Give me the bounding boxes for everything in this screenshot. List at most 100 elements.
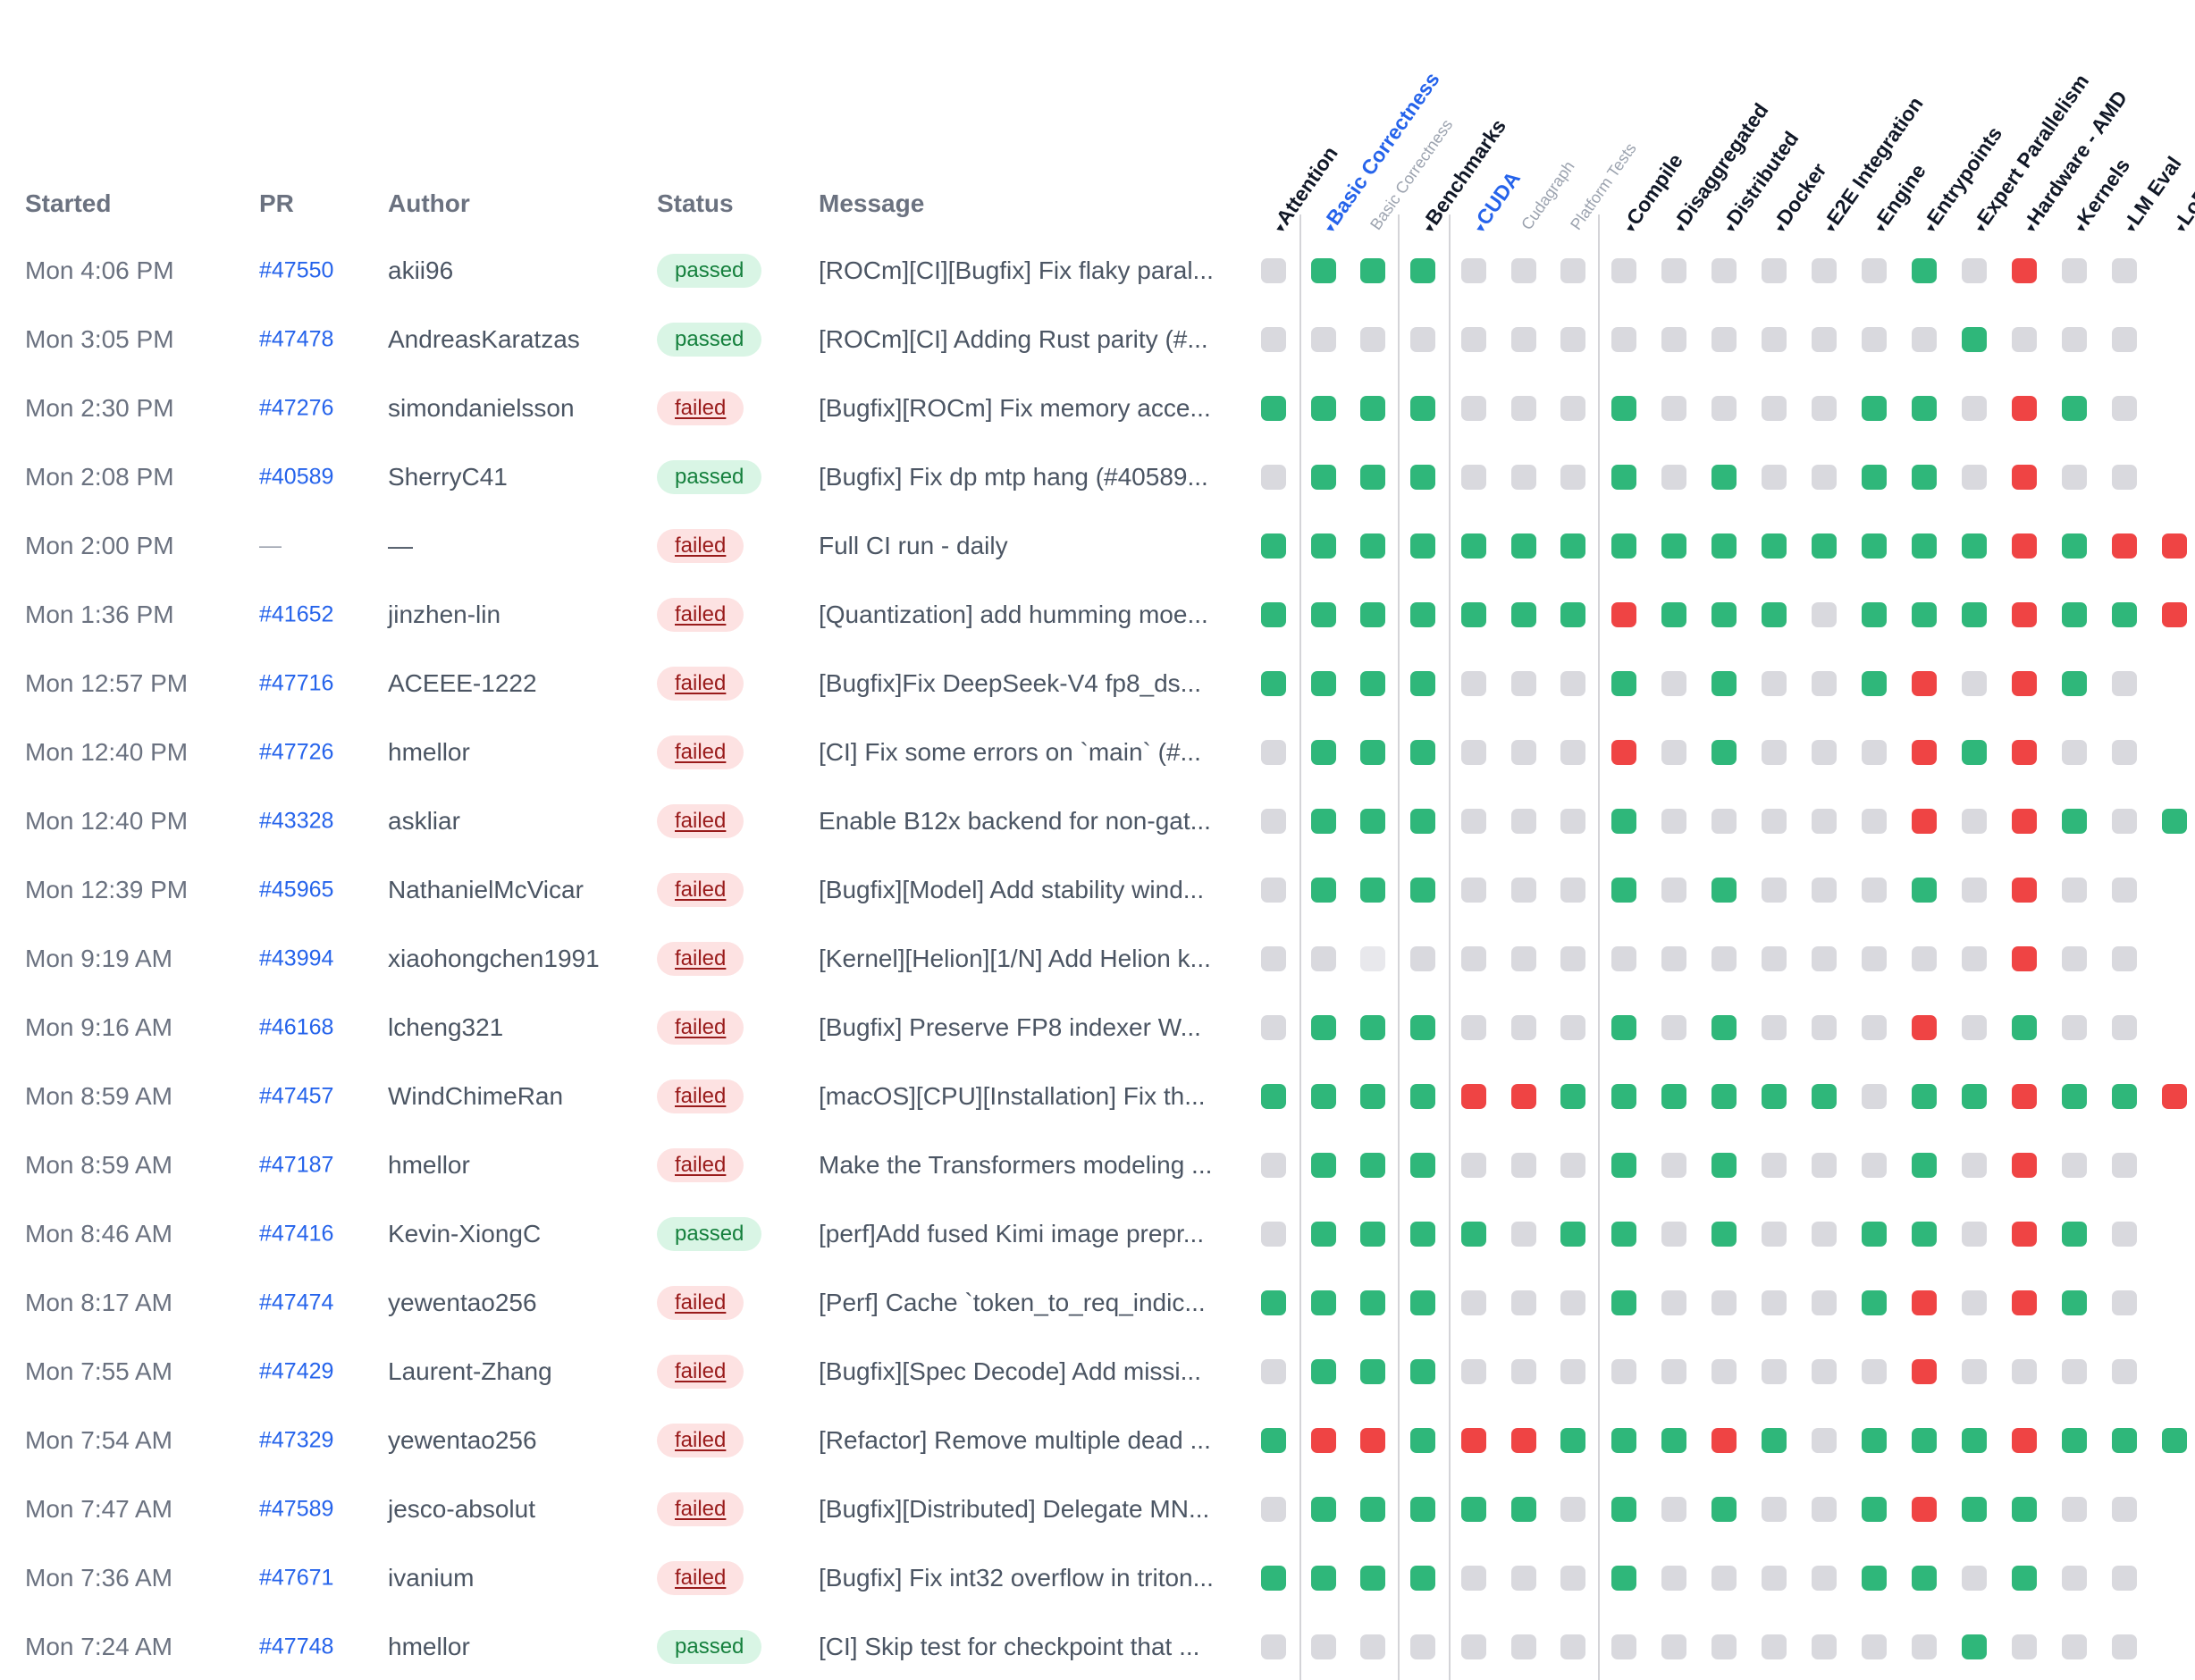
- job-status-cell[interactable]: [1511, 1015, 1536, 1040]
- job-status-cell[interactable]: [1360, 327, 1385, 352]
- job-status-cell[interactable]: [2162, 533, 2187, 559]
- job-status-cell[interactable]: [2112, 396, 2137, 421]
- status-badge[interactable]: failed: [657, 1079, 744, 1113]
- job-status-cell[interactable]: [2112, 740, 2137, 765]
- job-status-cell[interactable]: [2112, 1084, 2137, 1109]
- job-status-cell[interactable]: [1311, 533, 1336, 559]
- header-started[interactable]: Started: [25, 189, 112, 217]
- job-status-cell[interactable]: [1762, 1153, 1787, 1178]
- job-status-cell[interactable]: [1962, 1084, 1987, 1109]
- job-status-cell[interactable]: [2062, 602, 2087, 627]
- job-status-cell[interactable]: [1410, 1222, 1435, 1247]
- job-status-cell[interactable]: [1611, 258, 1636, 283]
- job-status-cell[interactable]: [1962, 327, 1987, 352]
- job-status-cell[interactable]: [1461, 1222, 1486, 1247]
- job-column-header[interactable]: ▾CUDA: [1468, 167, 1525, 235]
- job-status-cell[interactable]: [1812, 1084, 1837, 1109]
- job-status-cell[interactable]: [1912, 258, 1937, 283]
- job-status-cell[interactable]: [2062, 533, 2087, 559]
- row-pr-link[interactable]: #47474: [259, 1289, 334, 1315]
- job-status-cell[interactable]: [1661, 1359, 1686, 1384]
- job-status-cell[interactable]: [1711, 465, 1737, 490]
- job-status-cell[interactable]: [2112, 602, 2137, 627]
- job-status-cell[interactable]: [1762, 465, 1787, 490]
- job-status-cell[interactable]: [2012, 1566, 2037, 1591]
- job-status-cell[interactable]: [1461, 1084, 1486, 1109]
- job-status-cell[interactable]: [1410, 1634, 1435, 1659]
- header-status[interactable]: Status: [657, 189, 734, 217]
- job-status-cell[interactable]: [1261, 465, 1286, 490]
- job-status-cell[interactable]: [1611, 1359, 1636, 1384]
- job-status-cell[interactable]: [1511, 1497, 1536, 1522]
- job-status-cell[interactable]: [1711, 1290, 1737, 1315]
- job-status-cell[interactable]: [1560, 258, 1585, 283]
- job-status-cell[interactable]: [2062, 1222, 2087, 1247]
- job-status-cell[interactable]: [1862, 740, 1887, 765]
- job-status-cell[interactable]: [2062, 396, 2087, 421]
- job-status-cell[interactable]: [1812, 946, 1837, 971]
- job-status-cell[interactable]: [1812, 465, 1837, 490]
- job-status-cell[interactable]: [1661, 878, 1686, 903]
- job-status-cell[interactable]: [1311, 740, 1336, 765]
- row-commit-message[interactable]: [Bugfix][Distributed] Delegate MN...: [819, 1495, 1210, 1523]
- job-status-cell[interactable]: [1461, 809, 1486, 834]
- job-status-cell[interactable]: [2062, 1634, 2087, 1659]
- job-status-cell[interactable]: [1711, 1634, 1737, 1659]
- job-status-cell[interactable]: [1261, 1566, 1286, 1591]
- job-status-cell[interactable]: [2012, 602, 2037, 627]
- job-status-cell[interactable]: [1812, 1015, 1837, 1040]
- job-status-cell[interactable]: [2112, 1497, 2137, 1522]
- job-status-cell[interactable]: [1560, 1290, 1585, 1315]
- job-status-cell[interactable]: [1661, 1428, 1686, 1453]
- job-status-cell[interactable]: [1912, 1359, 1937, 1384]
- row-commit-message[interactable]: Make the Transformers modeling ...: [819, 1151, 1213, 1179]
- job-status-cell[interactable]: [1812, 602, 1837, 627]
- row-commit-message[interactable]: [macOS][CPU][Installation] Fix th...: [819, 1082, 1206, 1110]
- job-status-cell[interactable]: [2112, 533, 2137, 559]
- job-status-cell[interactable]: [1862, 1634, 1887, 1659]
- job-status-cell[interactable]: [1560, 1084, 1585, 1109]
- job-status-cell[interactable]: [2062, 465, 2087, 490]
- job-status-cell[interactable]: [1560, 396, 1585, 421]
- job-status-cell[interactable]: [1511, 1428, 1536, 1453]
- job-status-cell[interactable]: [1261, 533, 1286, 559]
- job-status-cell[interactable]: [1661, 946, 1686, 971]
- job-status-cell[interactable]: [1560, 946, 1585, 971]
- job-status-cell[interactable]: [1360, 946, 1385, 971]
- status-badge[interactable]: passed: [657, 323, 762, 357]
- row-pr-link[interactable]: #47748: [259, 1634, 334, 1659]
- job-status-cell[interactable]: [1511, 1290, 1536, 1315]
- job-status-cell[interactable]: [1962, 533, 1987, 559]
- row-commit-message[interactable]: Enable B12x backend for non-gat...: [819, 807, 1211, 835]
- job-status-cell[interactable]: [1711, 258, 1737, 283]
- row-pr-link[interactable]: #47429: [259, 1358, 334, 1384]
- job-status-cell[interactable]: [2062, 1153, 2087, 1178]
- job-status-cell[interactable]: [1711, 396, 1737, 421]
- job-status-cell[interactable]: [2112, 809, 2137, 834]
- job-status-cell[interactable]: [1812, 1634, 1837, 1659]
- row-pr-link[interactable]: #47478: [259, 326, 334, 352]
- job-status-cell[interactable]: [1261, 396, 1286, 421]
- job-status-cell[interactable]: [2012, 1428, 2037, 1453]
- row-commit-message[interactable]: [Bugfix][ROCm] Fix memory acce...: [819, 394, 1211, 422]
- job-status-cell[interactable]: [1261, 258, 1286, 283]
- job-status-cell[interactable]: [1461, 671, 1486, 696]
- job-status-cell[interactable]: [1962, 1497, 1987, 1522]
- job-status-cell[interactable]: [2112, 1015, 2137, 1040]
- job-status-cell[interactable]: [1812, 1497, 1837, 1522]
- job-status-cell[interactable]: [1661, 533, 1686, 559]
- job-status-cell[interactable]: [2062, 327, 2087, 352]
- row-pr-link[interactable]: #43328: [259, 808, 334, 834]
- job-status-cell[interactable]: [1261, 1084, 1286, 1109]
- job-status-cell[interactable]: [1862, 1290, 1887, 1315]
- status-badge[interactable]: failed: [657, 1492, 744, 1526]
- job-status-cell[interactable]: [2112, 1566, 2137, 1591]
- job-status-cell[interactable]: [1661, 258, 1686, 283]
- job-status-cell[interactable]: [1912, 602, 1937, 627]
- job-status-cell[interactable]: [1762, 809, 1787, 834]
- job-status-cell[interactable]: [1261, 1290, 1286, 1315]
- job-status-cell[interactable]: [1762, 396, 1787, 421]
- job-status-cell[interactable]: [1560, 1428, 1585, 1453]
- job-status-cell[interactable]: [1360, 1566, 1385, 1591]
- job-status-cell[interactable]: [1661, 1634, 1686, 1659]
